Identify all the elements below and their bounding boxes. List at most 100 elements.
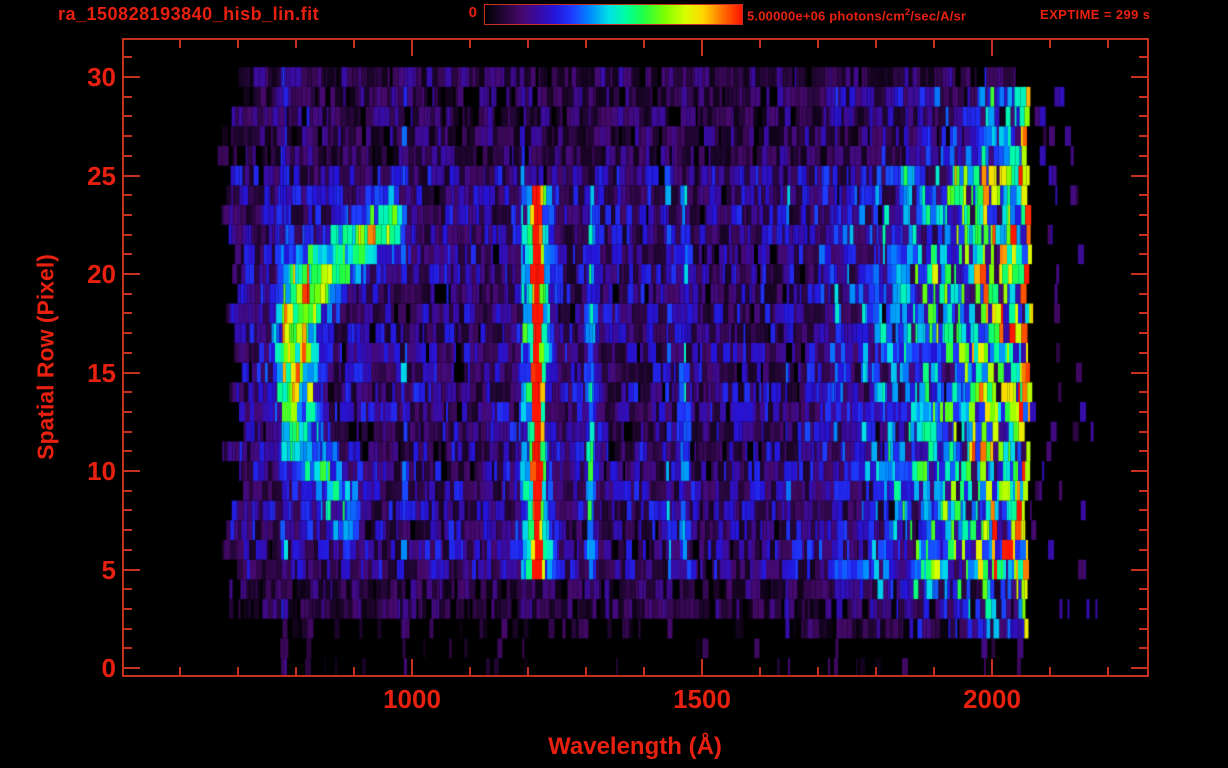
y-axis-tick-right [1139, 351, 1147, 354]
y-axis-tick [124, 667, 140, 669]
y-axis-tick-right [1139, 509, 1147, 512]
y-axis-tick [124, 430, 132, 433]
x-axis-tick-top [643, 40, 645, 48]
heatmap-canvas [124, 40, 1147, 675]
x-axis-tick-top [469, 40, 471, 48]
y-axis-tick-right [1139, 529, 1147, 532]
y-axis-tick [124, 312, 132, 315]
x-axis-tick-top [875, 40, 877, 48]
y-axis-tick [124, 391, 132, 394]
x-axis-tick [179, 667, 181, 675]
x-axis-title: Wavelength (Å) [548, 733, 722, 760]
y-axis-tick-right [1139, 450, 1147, 453]
y-axis-tick [124, 213, 132, 216]
colorbar-min-label: 0 [468, 4, 477, 21]
x-axis-tick [643, 667, 645, 675]
y-axis-tick [124, 647, 132, 650]
y-axis-tick-right [1131, 470, 1147, 472]
y-axis-tick [124, 529, 132, 532]
y-axis-tick-right [1139, 548, 1147, 551]
colorbar-max-value: 5.00000e+06 [747, 8, 826, 24]
y-axis-tick [124, 76, 140, 78]
y-axis-tick-right [1139, 489, 1147, 492]
y-axis-tick [124, 351, 132, 354]
y-axis-tick [124, 292, 132, 295]
y-tick-label: 30 [87, 62, 116, 92]
y-axis-tick [124, 135, 132, 138]
colorbar-units-suffix: /sec/A/sr [910, 8, 967, 24]
y-axis-tick-right [1139, 95, 1147, 98]
x-axis-tick [411, 659, 413, 675]
y-axis-tick-right [1139, 607, 1147, 610]
y-axis-tick-right [1131, 371, 1147, 374]
x-axis-tick [585, 667, 587, 675]
y-axis-tick-right [1139, 647, 1147, 650]
x-axis-tick-top [527, 40, 529, 48]
x-axis-tick [527, 667, 529, 675]
y-axis-tick [124, 115, 132, 118]
y-axis-tick [124, 509, 132, 512]
y-axis-tick-right [1139, 292, 1147, 295]
x-axis-tick-top [1049, 40, 1051, 48]
x-axis-tick-top [237, 40, 239, 48]
x-axis-tick [701, 659, 703, 675]
x-axis-tick [1107, 667, 1109, 675]
y-axis-tick [124, 273, 140, 275]
x-axis-tick [1049, 667, 1051, 675]
x-axis-tick [237, 667, 239, 675]
y-axis-tick-right [1139, 588, 1147, 591]
y-axis-tick [124, 568, 140, 571]
y-axis-tick [124, 194, 132, 197]
x-axis-tick [933, 667, 935, 675]
x-axis-tick [295, 667, 297, 675]
x-axis-tick [817, 667, 819, 675]
y-axis-tick [124, 154, 132, 157]
y-axis-tick [124, 627, 132, 630]
colorbar-gradient [485, 5, 742, 24]
x-axis-tick-top [411, 40, 413, 56]
y-tick-label: 5 [101, 554, 116, 585]
y-axis-tick-right [1139, 115, 1147, 118]
y-axis-tick [124, 332, 132, 335]
y-axis-tick-right [1139, 627, 1147, 630]
x-axis-tick [875, 667, 877, 675]
exptime-label: EXPTIME = 299 s [1040, 7, 1151, 22]
y-axis-tick-right [1139, 233, 1147, 236]
y-axis-tick [124, 548, 132, 551]
y-axis-tick-right [1139, 253, 1147, 256]
y-axis-tick-right [1139, 194, 1147, 197]
x-axis-tick-top [295, 40, 297, 48]
y-axis-tick-right [1131, 174, 1147, 177]
y-axis-tick [124, 371, 140, 374]
colorbar-max-label: 5.00000e+06 photons/cm2/sec/A/sr [747, 7, 966, 23]
x-axis-tick-top [353, 40, 355, 48]
y-axis-tick [124, 253, 132, 256]
y-tick-label: 15 [87, 357, 116, 388]
x-tick-label: 2000 [963, 684, 1021, 714]
y-axis-tick [124, 607, 132, 610]
y-axis-tick [124, 410, 132, 413]
x-axis-tick-top [759, 40, 761, 48]
y-axis-tick-right [1139, 213, 1147, 216]
y-axis-tick [124, 95, 132, 98]
y-tick-label: 10 [87, 456, 116, 486]
x-axis-tick [991, 659, 993, 675]
y-axis-tick [124, 56, 132, 59]
colorbar-units-prefix: photons/cm [825, 8, 905, 24]
x-axis-tick [469, 667, 471, 675]
y-tick-label: 25 [87, 160, 116, 191]
y-axis-tick-right [1139, 410, 1147, 413]
x-axis-tick-top [817, 40, 819, 48]
y-tick-label: 0 [101, 653, 116, 683]
y-axis-tick-right [1131, 667, 1147, 669]
x-axis-tick [759, 667, 761, 675]
y-axis-tick-right [1131, 76, 1147, 78]
y-tick-label: 20 [87, 259, 116, 289]
y-axis-tick-right [1139, 391, 1147, 394]
y-axis-tick [124, 489, 132, 492]
y-axis-tick [124, 450, 132, 453]
y-axis-tick [124, 174, 140, 177]
y-axis-tick [124, 588, 132, 591]
x-axis-tick-top [933, 40, 935, 48]
